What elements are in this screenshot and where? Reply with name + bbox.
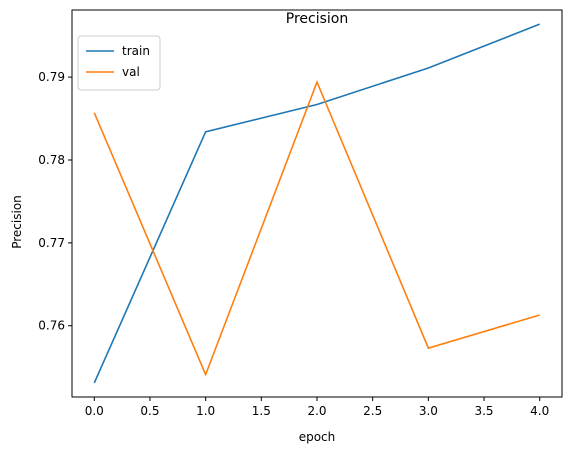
y-tick-label: 0.77 bbox=[38, 236, 65, 250]
x-tick-label: 0.0 bbox=[85, 404, 104, 418]
x-tick-label: 0.5 bbox=[140, 404, 159, 418]
x-tick-label: 1.0 bbox=[196, 404, 215, 418]
chart-title: Precision bbox=[286, 11, 348, 27]
x-tick-label: 1.5 bbox=[252, 404, 271, 418]
legend-label-val: val bbox=[122, 65, 140, 79]
y-axis-label: Precision bbox=[10, 195, 24, 249]
legend: train val bbox=[78, 36, 160, 90]
x-tick-label: 3.0 bbox=[419, 404, 438, 418]
y-tick-label: 0.76 bbox=[38, 319, 65, 333]
x-tick-label: 2.0 bbox=[307, 404, 326, 418]
x-tick-label: 3.5 bbox=[474, 404, 493, 418]
y-tick-label: 0.79 bbox=[38, 70, 65, 84]
x-tick-label: 4.0 bbox=[530, 404, 549, 418]
x-axis-label: epoch bbox=[299, 430, 336, 444]
legend-label-train: train bbox=[122, 44, 150, 58]
y-tick-label: 0.78 bbox=[38, 153, 65, 167]
x-tick-label: 2.5 bbox=[363, 404, 382, 418]
